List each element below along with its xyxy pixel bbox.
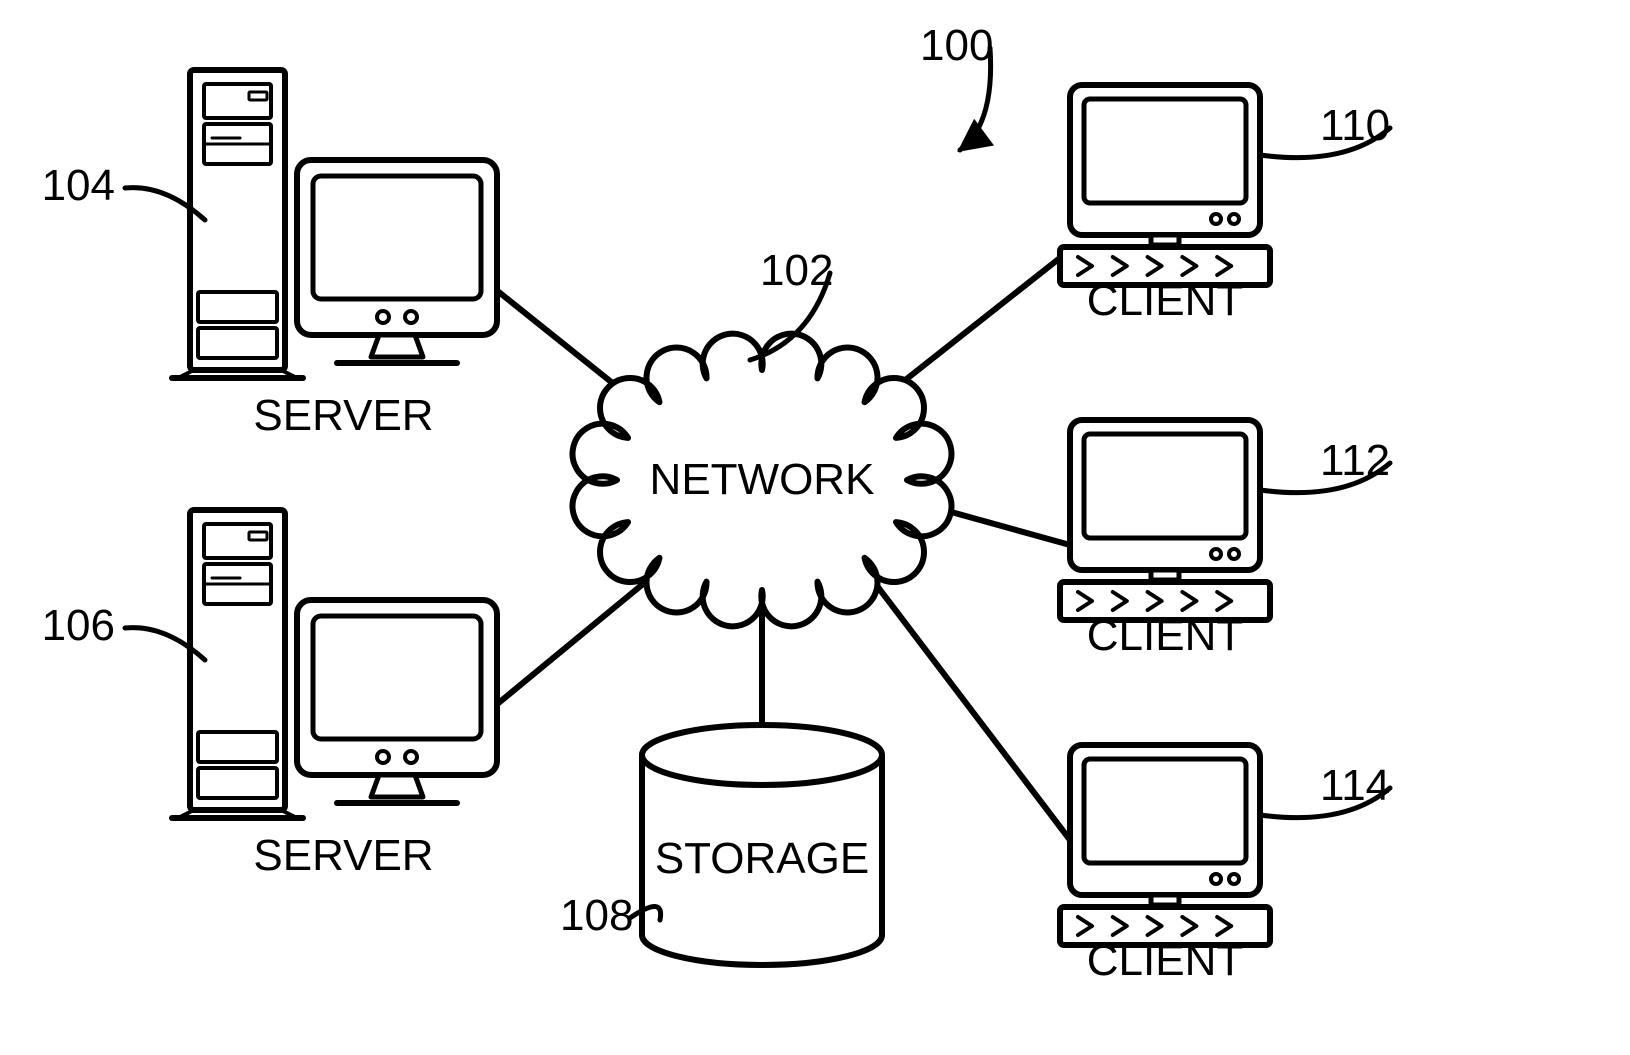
server-1-label: SERVER [253,391,433,440]
svg-text:114: 114 [1320,761,1390,810]
svg-text:112: 112 [1320,436,1390,485]
network-label: NETWORK [650,455,875,504]
svg-text:110: 110 [1320,101,1390,150]
storage-label: STORAGE [655,834,869,883]
network-cloud: NETWORK [573,334,952,627]
svg-text:100: 100 [920,21,993,70]
client-3: CLIENT [1060,745,1270,985]
client-1-label: CLIENT [1087,276,1243,325]
server-2: SERVER [172,510,497,880]
ref-106: 106 [42,601,205,660]
client-2: CLIENT [1060,420,1270,660]
ref-104: 104 [42,161,205,220]
ref-100: 100 [920,21,993,150]
ref-110: 110 [1260,101,1390,158]
svg-text:108: 108 [560,891,633,940]
svg-text:106: 106 [42,601,115,650]
svg-text:104: 104 [42,161,115,210]
ref-112: 112 [1260,436,1390,493]
server-1: SERVER [172,70,497,440]
client-1: CLIENT [1060,85,1270,325]
ref-114: 114 [1260,761,1390,818]
client-3-label: CLIENT [1087,936,1243,985]
storage-cylinder: STORAGE [642,725,882,965]
client-2-label: CLIENT [1087,611,1243,660]
server-2-label: SERVER [253,831,433,880]
